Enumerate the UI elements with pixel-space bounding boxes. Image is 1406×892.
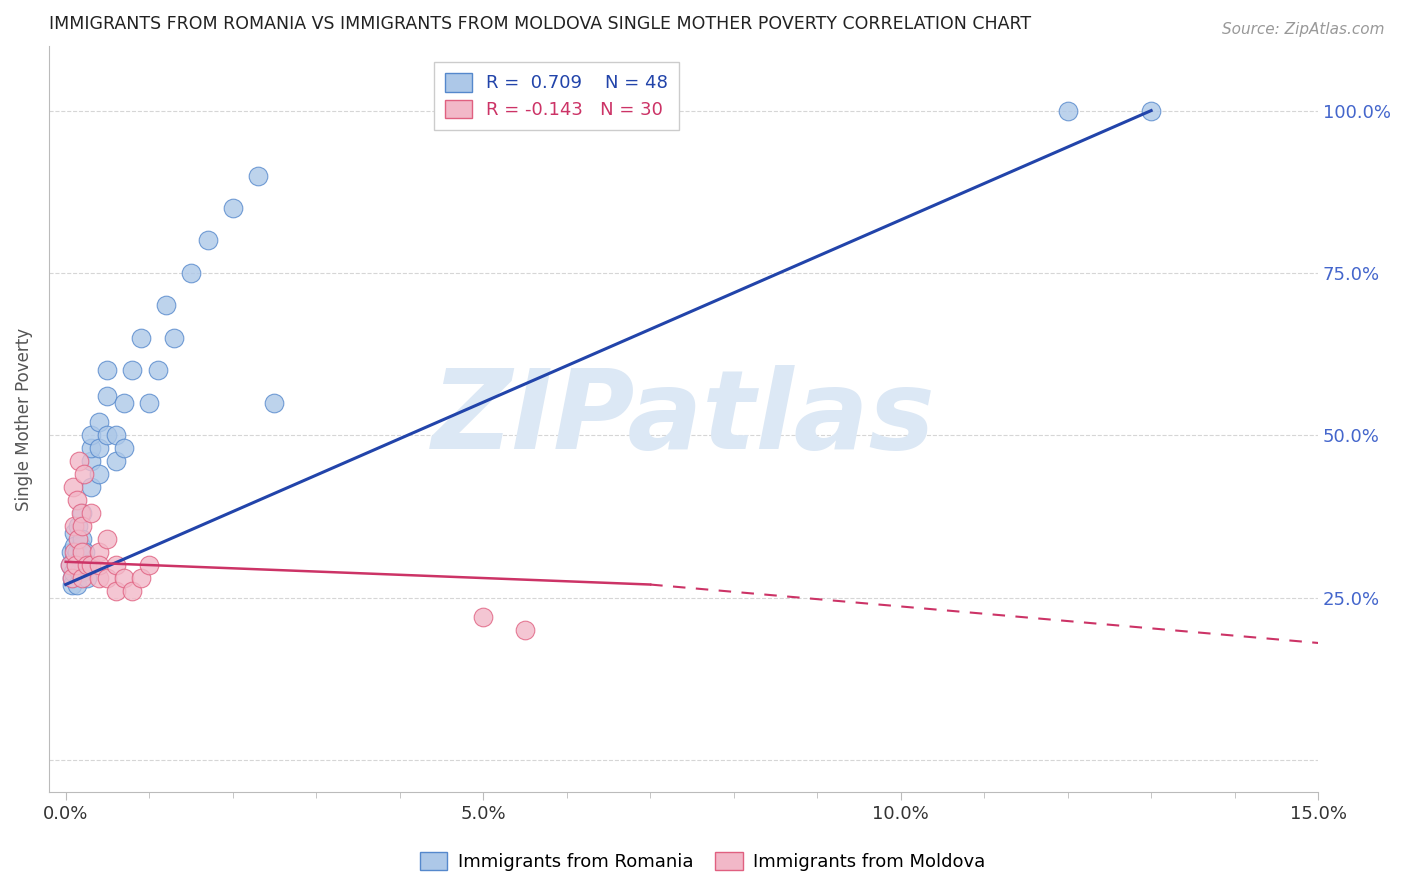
Point <box>87 441 110 455</box>
Y-axis label: Single Mother Poverty: Single Mother Poverty <box>15 327 32 510</box>
Point <box>76 558 98 572</box>
Point <box>80 441 103 455</box>
Point <box>60 577 83 591</box>
Point <box>513 623 536 637</box>
Point <box>76 571 98 585</box>
Point <box>87 571 110 585</box>
Point <box>72 545 94 559</box>
Point <box>104 558 127 572</box>
Point <box>67 532 90 546</box>
Text: Source: ZipAtlas.com: Source: ZipAtlas.com <box>1222 22 1385 37</box>
Point <box>60 571 83 585</box>
Point <box>138 396 160 410</box>
Point <box>129 331 152 345</box>
Point <box>1140 103 1163 118</box>
Point <box>112 441 135 455</box>
Point <box>65 493 87 508</box>
Point <box>263 396 285 410</box>
Point <box>65 577 87 591</box>
Point <box>72 519 94 533</box>
Point <box>246 169 269 183</box>
Point <box>163 331 186 345</box>
Point <box>104 454 127 468</box>
Point <box>96 363 118 377</box>
Point <box>63 525 86 540</box>
Point <box>72 532 94 546</box>
Point <box>62 565 84 579</box>
Point <box>112 396 135 410</box>
Point <box>65 558 87 572</box>
Point <box>129 571 152 585</box>
Point <box>65 558 87 572</box>
Point <box>67 565 90 579</box>
Point <box>72 506 94 520</box>
Legend: Immigrants from Romania, Immigrants from Moldova: Immigrants from Romania, Immigrants from… <box>413 845 993 879</box>
Point <box>67 454 90 468</box>
Point <box>59 558 82 572</box>
Point <box>73 545 96 559</box>
Point <box>73 558 96 572</box>
Point <box>221 201 243 215</box>
Point <box>67 519 90 533</box>
Point <box>472 610 495 624</box>
Point <box>80 454 103 468</box>
Point <box>197 234 219 248</box>
Point <box>69 539 91 553</box>
Point <box>69 551 91 566</box>
Point <box>146 363 169 377</box>
Point <box>63 539 86 553</box>
Point <box>155 298 177 312</box>
Point <box>60 571 83 585</box>
Point <box>59 545 82 559</box>
Point <box>80 506 103 520</box>
Point <box>62 480 84 494</box>
Point <box>87 415 110 429</box>
Point <box>121 363 143 377</box>
Point <box>63 551 86 566</box>
Point <box>66 545 89 559</box>
Point <box>72 571 94 585</box>
Point <box>96 532 118 546</box>
Point <box>1056 103 1078 118</box>
Point <box>80 428 103 442</box>
Point <box>87 558 110 572</box>
Point <box>138 558 160 572</box>
Point <box>180 266 202 280</box>
Point <box>73 467 96 482</box>
Point <box>59 558 82 572</box>
Legend: R =  0.709    N = 48, R = -0.143   N = 30: R = 0.709 N = 48, R = -0.143 N = 30 <box>434 62 679 129</box>
Point <box>63 519 86 533</box>
Point <box>80 558 103 572</box>
Point <box>112 571 135 585</box>
Point <box>104 428 127 442</box>
Point <box>80 480 103 494</box>
Point <box>72 565 94 579</box>
Point <box>121 584 143 599</box>
Point <box>87 467 110 482</box>
Point <box>69 506 91 520</box>
Point <box>63 545 86 559</box>
Point <box>104 584 127 599</box>
Point <box>87 545 110 559</box>
Text: IMMIGRANTS FROM ROMANIA VS IMMIGRANTS FROM MOLDOVA SINGLE MOTHER POVERTY CORRELA: IMMIGRANTS FROM ROMANIA VS IMMIGRANTS FR… <box>49 15 1031 33</box>
Point <box>96 571 118 585</box>
Point <box>96 428 118 442</box>
Point <box>96 389 118 403</box>
Text: ZIPatlas: ZIPatlas <box>432 366 935 473</box>
